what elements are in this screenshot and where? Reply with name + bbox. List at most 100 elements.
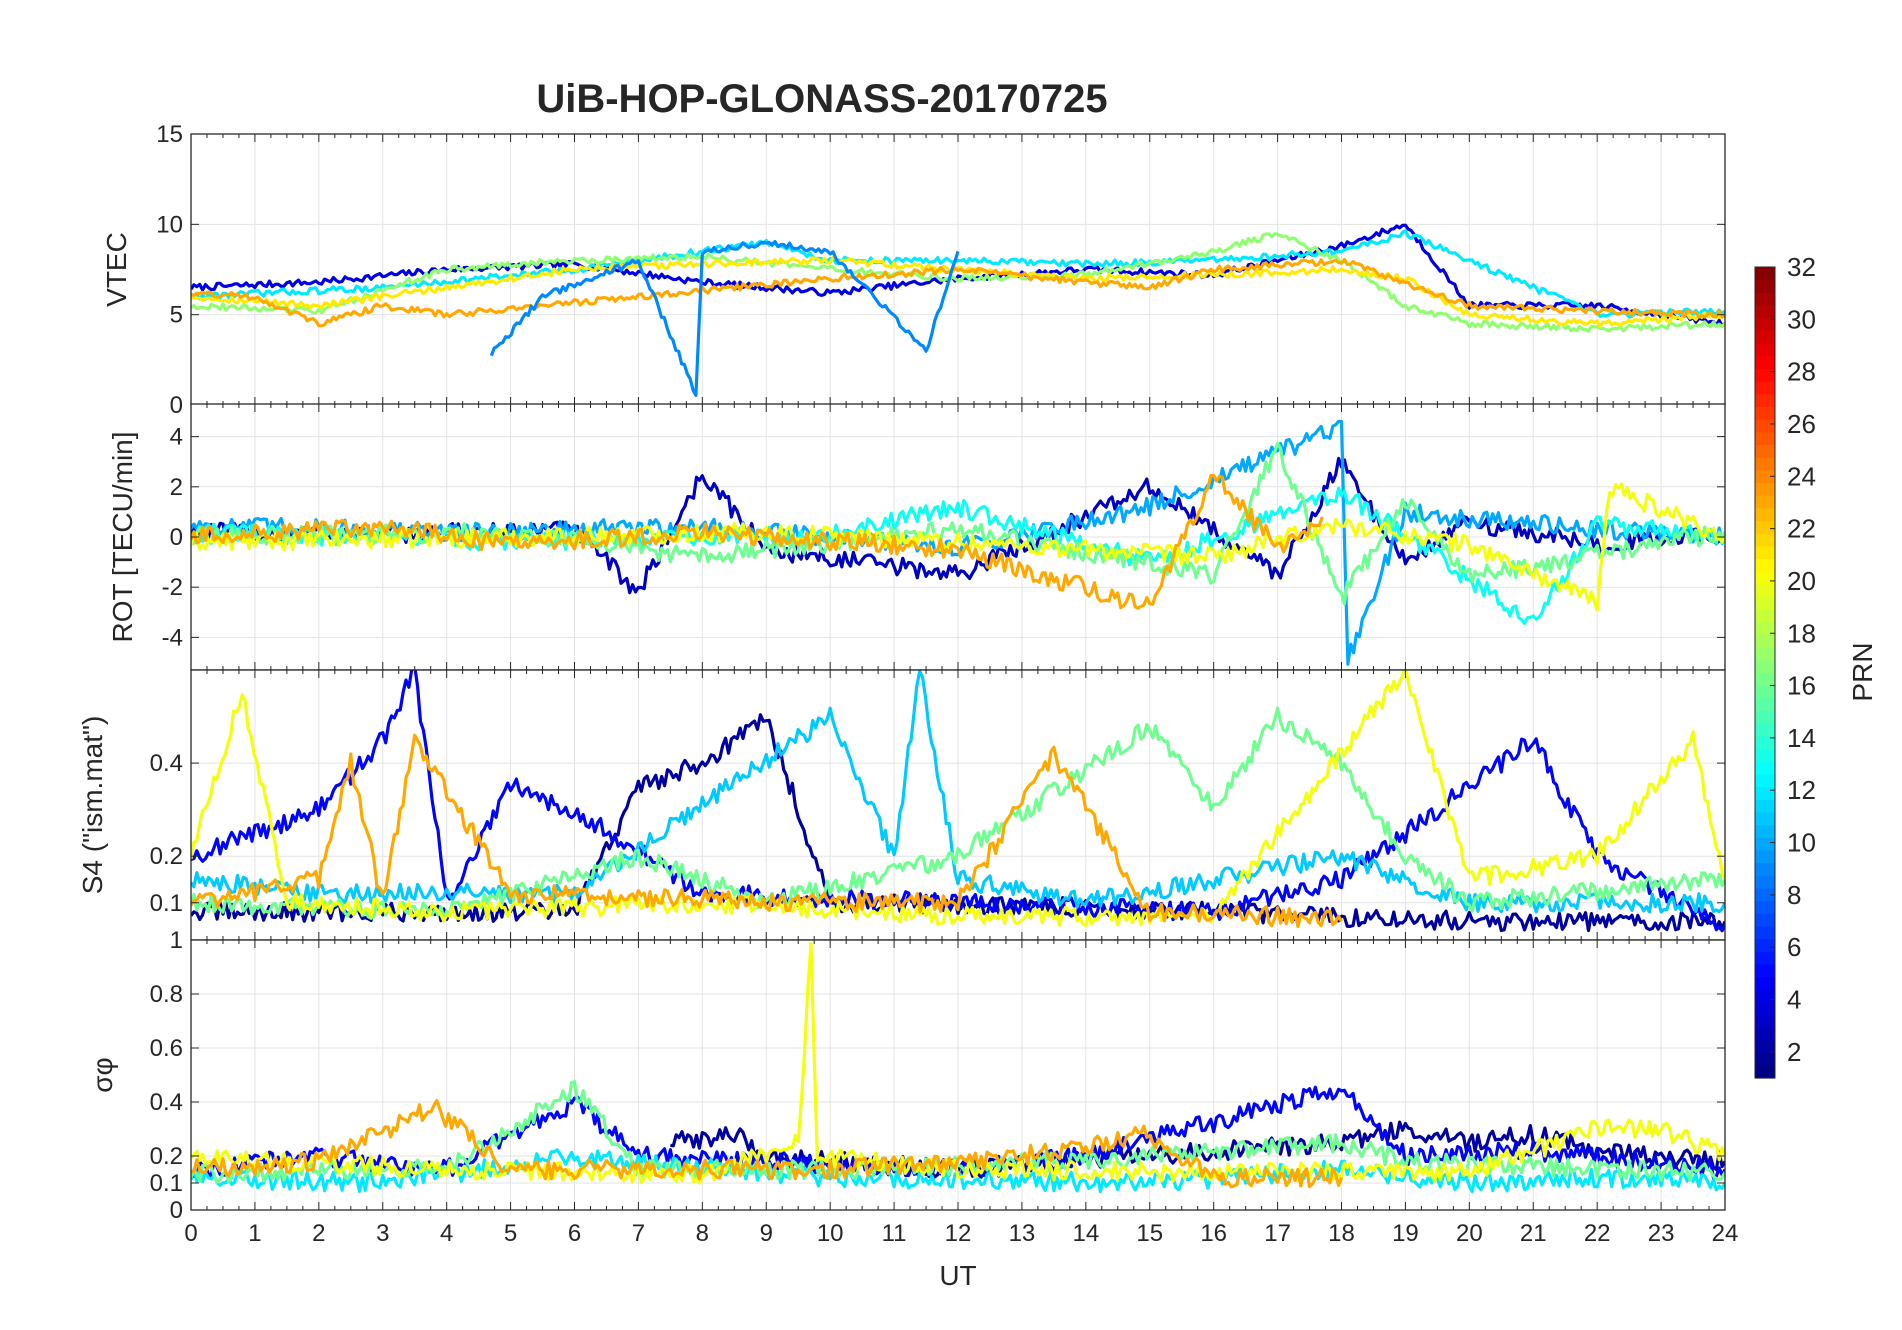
y-tick-label: 0.4 <box>150 750 183 777</box>
colorbar-segment <box>1755 672 1775 686</box>
x-tick-label: 5 <box>504 1220 517 1247</box>
x-tick-label: 19 <box>1392 1220 1419 1247</box>
x-tick-label: 1 <box>248 1220 261 1247</box>
colorbar-segment <box>1755 1027 1775 1041</box>
y-tick-label: 5 <box>170 302 183 329</box>
series-line-prn-23 <box>191 473 1324 610</box>
colorbar-segment <box>1755 279 1775 293</box>
x-tick-label: 0 <box>184 1220 197 1247</box>
colorbar-segment <box>1755 545 1775 560</box>
x-tick-label: 2 <box>312 1220 325 1247</box>
colorbar-tick-label: 18 <box>1787 618 1816 648</box>
series-line-prn-11 <box>191 670 1725 914</box>
colorbar-segment <box>1755 748 1775 762</box>
y-tick-label: 10 <box>156 211 183 238</box>
colorbar-segment <box>1755 305 1775 319</box>
y-tick-label: 0.1 <box>150 1170 183 1197</box>
colorbar-tick-label: 2 <box>1787 1037 1801 1067</box>
colorbar-segment <box>1755 811 1775 826</box>
series-line-prn-20 <box>191 670 1725 928</box>
colorbar-segment <box>1755 406 1775 420</box>
y-tick-label: 0.4 <box>150 1089 183 1116</box>
colorbar-segment <box>1755 875 1775 889</box>
series-line-prn-13 <box>191 486 1725 625</box>
colorbar-segment <box>1755 621 1775 636</box>
x-tick-label: 23 <box>1648 1220 1675 1247</box>
x-tick-label: 18 <box>1328 1220 1355 1247</box>
y-tick-label: 0.2 <box>150 843 183 870</box>
series-line-prn-17 <box>191 232 1725 333</box>
colorbar-frame <box>1754 266 1776 1079</box>
colorbar-segment <box>1755 976 1775 990</box>
y-tick-label: 0.2 <box>150 1143 183 1170</box>
colorbar-segment <box>1755 887 1775 902</box>
colorbar-segment <box>1755 761 1775 775</box>
colorbar-segment <box>1755 368 1775 382</box>
colorbar-tick-label: 12 <box>1787 775 1816 805</box>
sigma-phi-y-axis-label: σφ <box>87 1057 118 1092</box>
chart-title: UiB-HOP-GLONASS-20170725 <box>536 77 1107 121</box>
colorbar-tick-label: 10 <box>1787 828 1816 858</box>
y-tick-label: 0.1 <box>150 890 183 917</box>
colorbar-tick-label: 32 <box>1787 252 1816 282</box>
colorbar-segment <box>1755 1014 1775 1028</box>
colorbar-segment <box>1755 837 1775 851</box>
colorbar-segment <box>1755 317 1775 331</box>
colorbar-tick-label: 6 <box>1787 932 1801 962</box>
colorbar-segment <box>1755 938 1775 952</box>
colorbar-segment <box>1755 330 1775 344</box>
colorbar-segment <box>1755 900 1775 914</box>
series-line-prn-23 <box>191 733 1343 929</box>
colorbar-segment <box>1755 355 1775 369</box>
colorbar-segment <box>1755 697 1775 712</box>
colorbar-tick-label: 20 <box>1787 566 1816 596</box>
y-tick-label: 15 <box>156 121 183 148</box>
y-tick-label: 0 <box>170 524 183 551</box>
s4-panel: 0.1 0.2 0.4 S4 ("ism.mat") <box>77 669 1726 941</box>
colorbar-tick-label: 22 <box>1787 514 1816 544</box>
series-line-prn-16 <box>191 706 1725 920</box>
vtec-panel: 0 5 10 15 VTEC <box>101 121 1726 419</box>
rot-y-axis-label: ROT [TECU/min] <box>107 431 138 642</box>
colorbar-segment <box>1755 634 1775 648</box>
colorbar-segment <box>1755 596 1775 610</box>
colorbar-segment <box>1755 482 1775 496</box>
colorbar-segment <box>1755 583 1775 598</box>
x-tick-label: 14 <box>1072 1220 1099 1247</box>
colorbar-segment <box>1755 963 1775 978</box>
x-tick-label: 13 <box>1009 1220 1036 1247</box>
colorbar-tick-label: 8 <box>1787 880 1801 910</box>
colorbar-segment <box>1755 393 1775 407</box>
y-tick-label: -4 <box>162 624 183 651</box>
y-tick-label: 2 <box>170 474 183 501</box>
colorbar-tick-label: 30 <box>1787 304 1816 334</box>
colorbar-segment <box>1755 862 1775 876</box>
series-line-prn-12 <box>191 229 1725 319</box>
series-line-prn-23 <box>191 258 1725 328</box>
colorbar-segment <box>1755 558 1775 572</box>
x-tick-label: 10 <box>817 1220 844 1247</box>
x-tick-label: 6 <box>568 1220 581 1247</box>
colorbar-segment <box>1755 951 1775 965</box>
series-line-prn-4 <box>191 223 1725 328</box>
x-tick-label: 8 <box>696 1220 709 1247</box>
colorbar-segment <box>1755 292 1775 306</box>
colorbar-segment <box>1755 267 1775 281</box>
colorbar-label: PRN <box>1847 642 1878 701</box>
colorbar-segment <box>1755 507 1775 522</box>
colorbar-segment <box>1755 469 1775 484</box>
colorbar-segment <box>1755 647 1775 661</box>
colorbar-segment <box>1755 1052 1775 1066</box>
vtec-y-axis-label: VTEC <box>101 232 132 307</box>
y-tick-label: 1 <box>170 927 183 954</box>
colorbar-tick-label: 16 <box>1787 671 1816 701</box>
colorbar-segment <box>1755 710 1775 724</box>
colorbar-segment <box>1755 849 1775 864</box>
x-tick-label: 9 <box>760 1220 773 1247</box>
y-tick-label: 0.6 <box>150 1035 183 1062</box>
series-line-prn-2 <box>191 713 1725 933</box>
colorbar-segment <box>1755 444 1775 458</box>
series-line-prn-23 <box>191 1098 1343 1189</box>
colorbar-segment <box>1755 735 1775 750</box>
